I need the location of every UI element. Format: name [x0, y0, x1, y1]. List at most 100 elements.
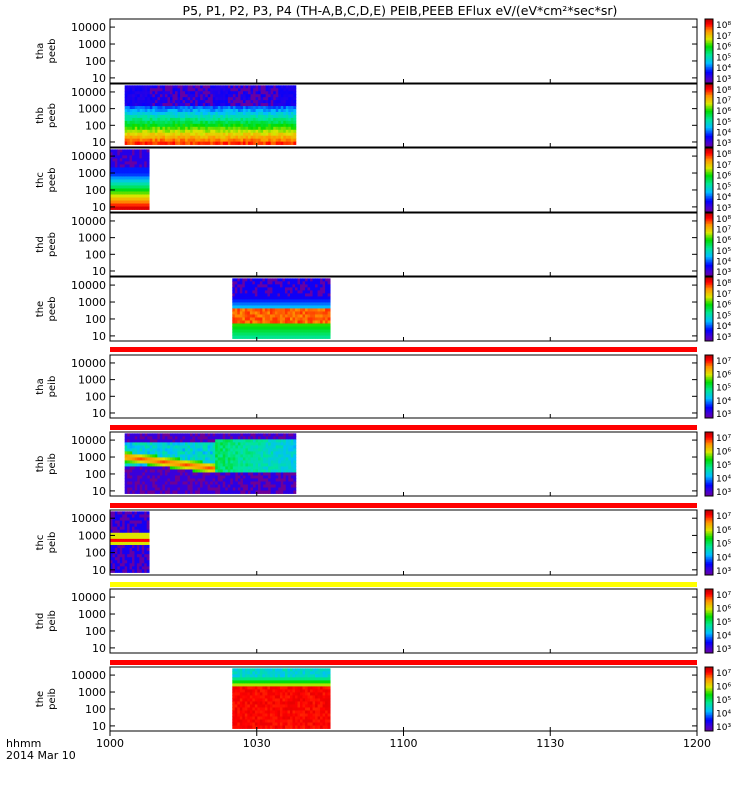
- y-tick-label: 1000: [78, 529, 106, 542]
- colorbar-tick-label: 10⁷: [716, 97, 731, 107]
- panel-frame: [109, 354, 698, 419]
- colorbar-tick-label: 10⁵: [716, 182, 731, 192]
- y-tick-label: 100: [85, 184, 106, 197]
- y-label-product: peeb: [47, 297, 58, 322]
- colorbar-tick-label: 10⁷: [716, 226, 731, 236]
- y-tick-label: 100: [85, 468, 106, 481]
- colorbar-tick-label: 10³: [716, 204, 731, 214]
- x-axis: 1000 1030 1100 1130 1200: [96, 731, 711, 750]
- y-label-product: peib: [47, 532, 58, 554]
- y-label-probe: tha: [35, 378, 46, 394]
- separator-bar: [110, 582, 697, 587]
- plot-title: P5, P1, P2, P3, P4 (TH-A,B,C,D,E) PEIB,P…: [183, 3, 618, 18]
- colorbar-tick-label: 10⁷: [716, 669, 731, 679]
- y-tick-label: 100: [85, 313, 106, 326]
- y-tick-label: 100: [85, 703, 106, 716]
- y-tick-label: 10000: [71, 215, 106, 228]
- spectrogram-block: [232, 668, 331, 729]
- spectrogram-block: [110, 149, 150, 210]
- colorbar-tick-label: 10⁸: [716, 215, 731, 225]
- colorbar-tick-label: 10⁶: [716, 448, 731, 458]
- panel-frame: [109, 276, 698, 342]
- panel-thb-peib: 10 100 1000 10000 thb peib 10³ 10⁴ 10⁵ 10⁶ 10⁷: [35, 431, 731, 498]
- colorbar-tick-label: 10⁵: [716, 247, 731, 257]
- y-tick-label: 1000: [78, 374, 106, 387]
- colorbar-tick-label: 10⁸: [716, 86, 731, 96]
- y-tick-label: 10000: [71, 279, 106, 292]
- colorbar-tick-label: 10⁵: [716, 696, 731, 706]
- colorbar-tick-label: 10³: [716, 723, 731, 733]
- y-label-probe: the: [35, 301, 46, 317]
- colorbar-tick-label: 10⁶: [716, 43, 731, 53]
- colorbar-tick-label: 10⁴: [716, 64, 731, 74]
- colorbar-tick-label: 10⁶: [716, 172, 731, 182]
- colorbar-tick-label: 10⁶: [716, 683, 731, 693]
- colorbar-tick-label: 10⁶: [716, 107, 731, 117]
- x-tick-label: 1000: [96, 737, 124, 750]
- y-label-product: peib: [47, 453, 58, 475]
- colorbar-tick-label: 10⁷: [716, 357, 731, 367]
- panel-thc-peib: 10 100 1000 10000 thc peib 10³ 10⁴ 10⁵ 10⁶ 10⁷: [35, 509, 731, 577]
- y-label-product: peeb: [47, 39, 58, 64]
- y-tick-label: 10000: [71, 512, 106, 525]
- y-label-probe: tha: [35, 43, 46, 59]
- y-tick-label: 1000: [78, 686, 106, 699]
- colorbar-tick-label: 10⁴: [716, 322, 731, 332]
- y-tick-label: 1000: [78, 451, 106, 464]
- colorbar-tick-label: 10⁸: [716, 279, 731, 289]
- panel-frame: [109, 509, 698, 576]
- colorbar: 10³ 10⁴ 10⁵ 10⁶ 10⁷: [704, 666, 731, 733]
- spectrogram-block: [124, 433, 216, 494]
- x-tick-label: 1200: [683, 737, 711, 750]
- y-tick-label: 1000: [78, 167, 106, 180]
- colorbar-tick-label: 10⁵: [716, 118, 731, 128]
- y-tick-label: 10000: [71, 434, 106, 447]
- colorbar: 10³ 10⁴ 10⁵ 10⁶ 10⁷: [704, 354, 731, 420]
- y-tick-label: 10: [92, 330, 106, 343]
- spectrogram-block: [124, 85, 297, 145]
- colorbar-tick-label: 10⁴: [716, 710, 731, 720]
- colorbar-tick-label: 10⁵: [716, 618, 731, 628]
- colorbar-tick-label: 10⁵: [716, 384, 731, 394]
- y-label-product: peeb: [47, 103, 58, 128]
- y-tick-label: 100: [85, 248, 106, 261]
- panel-thd-peib: 10 100 1000 10000 thd peib 10³ 10⁴ 10⁵ 10⁶ 10⁷: [35, 588, 731, 655]
- spectrogram-block: [215, 433, 297, 494]
- y-label-probe: thb: [35, 456, 46, 473]
- panel-the-peib: 10 100 1000 10000 the peib 10³ 10⁴ 10⁵ 10⁶ 10⁷: [35, 666, 731, 733]
- colorbar-tick-label: 10⁷: [716, 161, 731, 171]
- y-tick-label: 10000: [71, 357, 106, 370]
- y-label-product: peib: [47, 376, 58, 398]
- colorbar-tick-label: 10⁴: [716, 397, 731, 407]
- y-tick-label: 10000: [71, 591, 106, 604]
- colorbar-tick-label: 10⁶: [716, 526, 731, 536]
- colorbar-tick-label: 10⁶: [716, 370, 731, 380]
- spectrogram-block: [110, 511, 150, 573]
- y-label-product: peib: [47, 688, 58, 710]
- y-tick-label: 1000: [78, 296, 106, 309]
- y-tick-label: 100: [85, 390, 106, 403]
- y-tick-label: 100: [85, 625, 106, 638]
- colorbar-tick-label: 10⁴: [716, 128, 731, 138]
- y-label-probe: thc: [35, 172, 46, 188]
- colorbar-tick-label: 10³: [716, 567, 731, 577]
- y-tick-label: 10000: [71, 150, 106, 163]
- colorbar-tick-label: 10⁷: [716, 434, 731, 444]
- y-tick-label: 100: [85, 119, 106, 132]
- panel-frame: [109, 666, 698, 732]
- x-tick-label: 1030: [243, 737, 271, 750]
- colorbar-tick-label: 10⁵: [716, 540, 731, 550]
- colorbar-tick-label: 10³: [716, 333, 731, 343]
- colorbar-tick-label: 10⁴: [716, 475, 731, 485]
- colorbar-tick-label: 10⁴: [716, 257, 731, 267]
- colorbar-tick-label: 10⁵: [716, 311, 731, 321]
- colorbar-tick-label: 10⁷: [716, 290, 731, 300]
